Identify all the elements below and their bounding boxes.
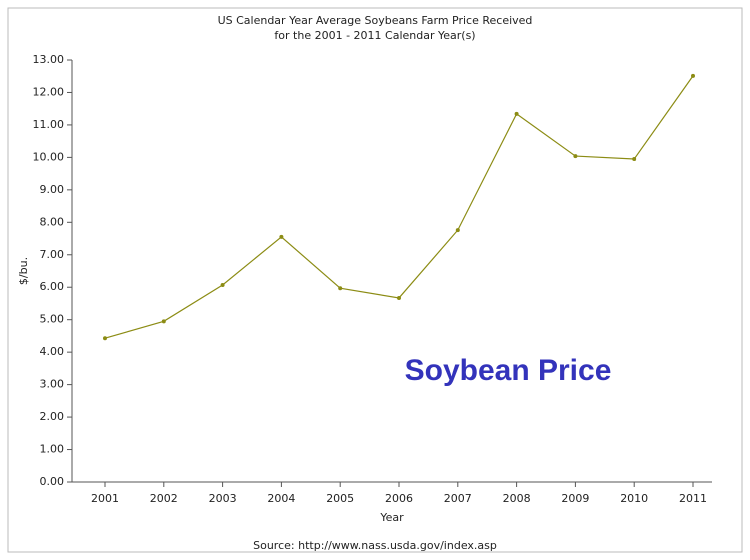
x-tick-label: 2010: [620, 492, 648, 505]
x-tick-label: 2003: [209, 492, 237, 505]
source: Source: http://www.nass.usda.gov/index.a…: [253, 539, 497, 552]
y-tick-label: 6.00: [40, 280, 65, 293]
x-axis-label: Year: [379, 511, 404, 524]
data-point: [632, 157, 637, 162]
frame: [7, 7, 743, 553]
y-tick-label: 13.00: [33, 53, 65, 66]
chart-title: US Calendar Year Average Soybeans Farm P…: [218, 14, 533, 27]
x-tick-label: 2008: [503, 492, 531, 505]
y-tick-label: 12.00: [33, 85, 65, 98]
y-tick-label: 10.00: [33, 150, 65, 163]
data-point: [103, 336, 107, 341]
x-tick-label: 2004: [267, 492, 295, 505]
y-tick-label: 7.00: [40, 248, 65, 261]
data-point: [691, 73, 695, 78]
x-tick-label: 2006: [385, 492, 413, 505]
x-tick-label: 2007: [444, 492, 472, 505]
y-tick-label: 11.00: [33, 118, 65, 131]
x-tick-label: 2001: [91, 492, 119, 505]
y-tick-label: 3.00: [40, 378, 65, 391]
x-tick-label: 2005: [326, 492, 354, 505]
data-point: [514, 111, 519, 116]
data-point: [220, 282, 225, 287]
y-tick-label: 1.00: [40, 443, 65, 456]
x-tick-label: 2002: [150, 492, 178, 505]
data-point: [455, 228, 460, 233]
data-point: [279, 234, 284, 239]
y-tick-label: 8.00: [40, 215, 65, 228]
data-point: [573, 154, 578, 159]
x-tick-label: 2011: [679, 492, 707, 505]
chart-subtitle: for the 2001 - 2011 Calendar Year(s): [274, 29, 475, 42]
y-tick-label: 5.00: [40, 313, 65, 326]
y-axis-label: $/bu.: [17, 257, 30, 285]
y-tick-label: 4.00: [40, 345, 65, 358]
y-tick-label: 0.00: [40, 475, 65, 488]
annotation: Soybean Price: [405, 354, 612, 387]
y-tick-label: 2.00: [40, 410, 65, 423]
data-point: [397, 295, 401, 300]
x-tick-label: 2009: [561, 492, 589, 505]
data-point: [338, 286, 343, 291]
data-point: [161, 319, 166, 324]
y-tick-label: 9.00: [40, 183, 65, 196]
